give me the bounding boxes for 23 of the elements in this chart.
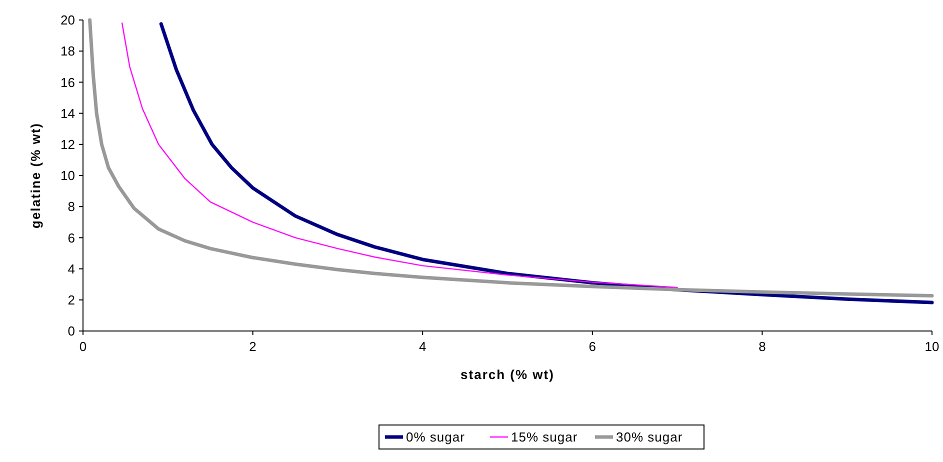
x-tick-label: 0 — [79, 339, 87, 354]
x-tick-label: 4 — [418, 339, 426, 354]
x-tick-label: 10 — [924, 339, 940, 354]
x-tick-label: 6 — [588, 339, 596, 354]
y-tick-label: 4 — [68, 261, 75, 276]
y-tick-label: 6 — [68, 230, 75, 246]
line-series — [121, 22, 678, 288]
legend-label: 15% sugar — [511, 430, 578, 445]
y-tick-label: 12 — [60, 136, 75, 152]
legend-label: 30% sugar — [616, 430, 683, 445]
y-tick-label: 8 — [68, 199, 75, 214]
legend-label: 0% sugar — [406, 430, 466, 445]
y-tick-label: 14 — [60, 106, 75, 121]
y-tick-label: 20 — [60, 12, 75, 28]
y-tick-label: 2 — [68, 292, 75, 308]
y-tick-label: 0 — [68, 324, 75, 339]
x-axis-title: starch (% wt) — [460, 367, 554, 382]
y-tick-label: 18 — [60, 44, 75, 59]
y-tick-label: 10 — [60, 168, 75, 184]
y-tick-label: 16 — [60, 74, 75, 90]
x-tick-label: 8 — [758, 339, 766, 354]
x-tick-label: 2 — [249, 339, 256, 354]
y-axis-title: gelatine (% wt) — [28, 122, 43, 229]
